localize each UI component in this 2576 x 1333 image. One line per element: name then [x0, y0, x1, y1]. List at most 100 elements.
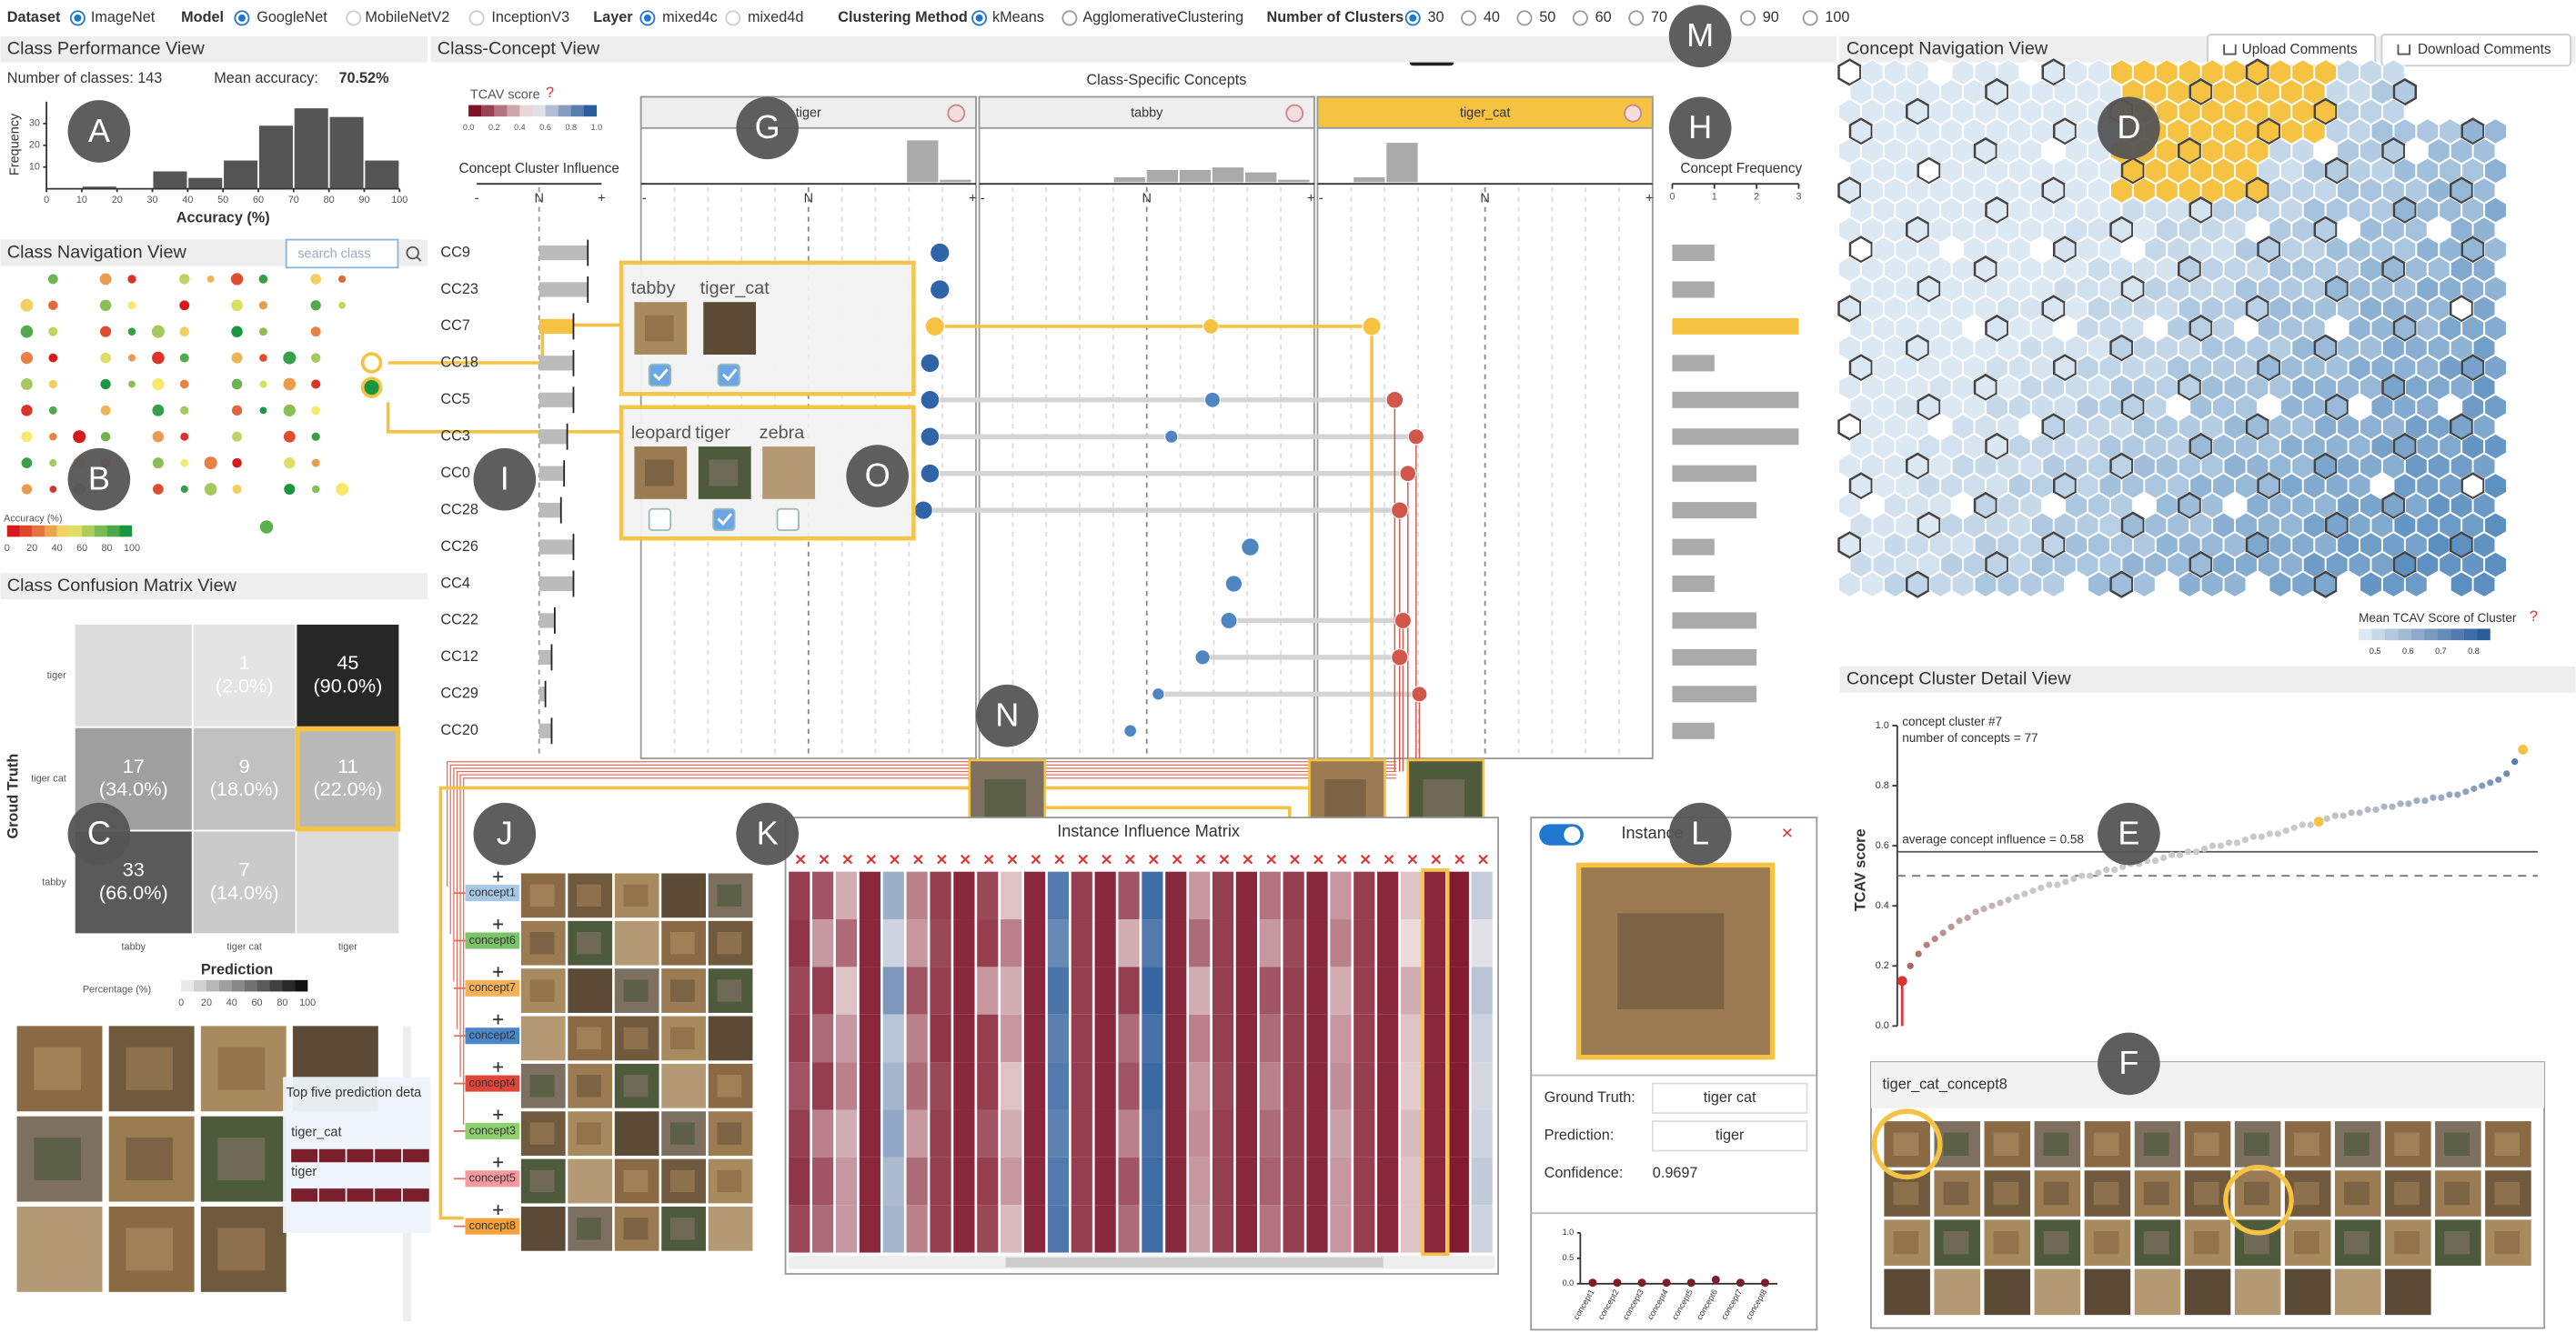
checkbox[interactable]: [776, 507, 800, 532]
h-scrollbar-thumb[interactable]: [1005, 1257, 1384, 1268]
concept-chip[interactable]: [465, 932, 520, 949]
concept-hex[interactable]: [2269, 177, 2292, 204]
concept-hex[interactable]: [2314, 414, 2338, 440]
concept-hex[interactable]: [1940, 157, 1963, 185]
concept-hex[interactable]: [1973, 136, 1998, 165]
class-dot[interactable]: [179, 353, 189, 363]
concept-point[interactable]: [2438, 794, 2445, 801]
concept-hex[interactable]: [2427, 216, 2450, 244]
concept-hex[interactable]: [2223, 335, 2247, 361]
concept-point[interactable]: [2111, 866, 2118, 874]
concept-hex[interactable]: [2472, 571, 2496, 597]
concept-hex[interactable]: [2088, 414, 2110, 440]
concept-point[interactable]: [2159, 854, 2168, 861]
remove-icon[interactable]: [1478, 854, 1488, 865]
add-icon[interactable]: [493, 967, 504, 977]
concept-hex[interactable]: [1963, 276, 1986, 302]
radio-button[interactable]: [1628, 10, 1645, 26]
concept-hex[interactable]: [2449, 176, 2474, 205]
concept-hex[interactable]: [1986, 512, 2008, 538]
concept-hex[interactable]: [1997, 453, 2020, 479]
class-dot[interactable]: [231, 378, 243, 390]
concept-hex[interactable]: [2324, 393, 2350, 421]
remove-icon[interactable]: [1313, 854, 1323, 865]
concept-hex[interactable]: [1895, 473, 1918, 499]
concept-hex[interactable]: [2109, 334, 2134, 362]
concept-hex[interactable]: [2450, 256, 2473, 283]
concept-point[interactable]: [2038, 884, 2045, 892]
concept-hex[interactable]: [2132, 453, 2156, 479]
concept-hex[interactable]: [2212, 512, 2235, 538]
concept-hex[interactable]: [2337, 177, 2360, 204]
class-dot[interactable]: [231, 326, 243, 337]
class-dot[interactable]: [336, 482, 349, 496]
concept-point[interactable]: [2397, 800, 2404, 807]
concept-hex[interactable]: [2472, 256, 2496, 283]
concept-hex[interactable]: [1928, 98, 1952, 125]
concept-hex[interactable]: [2382, 98, 2405, 125]
concept-hex[interactable]: [2121, 355, 2145, 381]
concept-hex[interactable]: [1838, 492, 1861, 519]
class-dot[interactable]: [20, 325, 34, 338]
concept-hex[interactable]: [2076, 78, 2099, 105]
concept-hex[interactable]: [1951, 453, 1975, 479]
concept-hex[interactable]: [2155, 59, 2179, 85]
concept-hex[interactable]: [1837, 176, 1862, 205]
concept-hex[interactable]: [2381, 255, 2406, 284]
concept-hex[interactable]: [2189, 195, 2213, 225]
class-dot[interactable]: [231, 405, 243, 416]
concept-hex[interactable]: [1872, 157, 1896, 185]
selected-class[interactable]: [360, 352, 383, 374]
add-icon[interactable]: [493, 1157, 504, 1168]
concept-hex[interactable]: [1973, 373, 1998, 402]
concept-hex[interactable]: [1940, 355, 1963, 381]
concept-hex[interactable]: [2279, 276, 2303, 302]
class-dot[interactable]: [311, 485, 320, 494]
concept-hex[interactable]: [1917, 511, 1941, 539]
concept-hex[interactable]: [2007, 118, 2031, 145]
concept-dot[interactable]: [920, 389, 941, 410]
concept-hex[interactable]: [2041, 413, 2066, 441]
class-dot[interactable]: [311, 432, 320, 441]
concept-hex[interactable]: [1986, 157, 2008, 185]
concept-chip[interactable]: [465, 1075, 520, 1092]
concept-hex[interactable]: [1861, 414, 1884, 440]
concept-hex[interactable]: [1883, 296, 1907, 322]
concept-hex[interactable]: [1906, 452, 1930, 480]
class-dot[interactable]: [283, 377, 297, 391]
concept-hex[interactable]: [2291, 296, 2315, 322]
concept-hex[interactable]: [2144, 78, 2168, 105]
concept-point[interactable]: [2021, 890, 2028, 897]
concept-hex[interactable]: [1861, 571, 1884, 597]
concept-hex[interactable]: [2030, 196, 2054, 224]
concept-hex[interactable]: [2325, 473, 2349, 499]
concept-hex[interactable]: [1951, 59, 1975, 85]
concept-hex[interactable]: [2007, 551, 2031, 578]
concept-point[interactable]: [2241, 836, 2249, 844]
concept-hex[interactable]: [2427, 137, 2450, 165]
concept-hex[interactable]: [2212, 433, 2235, 460]
concept-hex[interactable]: [2404, 256, 2428, 283]
concept-hex[interactable]: [2439, 315, 2462, 342]
concept-hex[interactable]: [2484, 512, 2507, 538]
concept-hex[interactable]: [2076, 157, 2099, 185]
concept-hex[interactable]: [1974, 335, 1997, 361]
concept-hex[interactable]: [1917, 393, 1941, 421]
concept-hex[interactable]: [1928, 414, 1952, 440]
concept-hex[interactable]: [2144, 196, 2168, 224]
concept-hex[interactable]: [2302, 118, 2326, 145]
concept-hex[interactable]: [2360, 571, 2382, 597]
concept-hex[interactable]: [1951, 98, 1975, 125]
search-icon[interactable]: [406, 246, 419, 260]
concept-point[interactable]: [2005, 897, 2012, 904]
class-dot[interactable]: [127, 354, 136, 362]
concept-hex[interactable]: [2155, 335, 2179, 361]
concept-hex[interactable]: [2279, 118, 2303, 145]
class-dot[interactable]: [179, 379, 189, 389]
concept-hex[interactable]: [2076, 315, 2099, 342]
concept-hex[interactable]: [2257, 472, 2281, 500]
concept-hex[interactable]: [2019, 98, 2043, 125]
concept-dot[interactable]: [1391, 648, 1409, 666]
concept-hex[interactable]: [1861, 532, 1884, 558]
concept-hex[interactable]: [2235, 78, 2258, 105]
